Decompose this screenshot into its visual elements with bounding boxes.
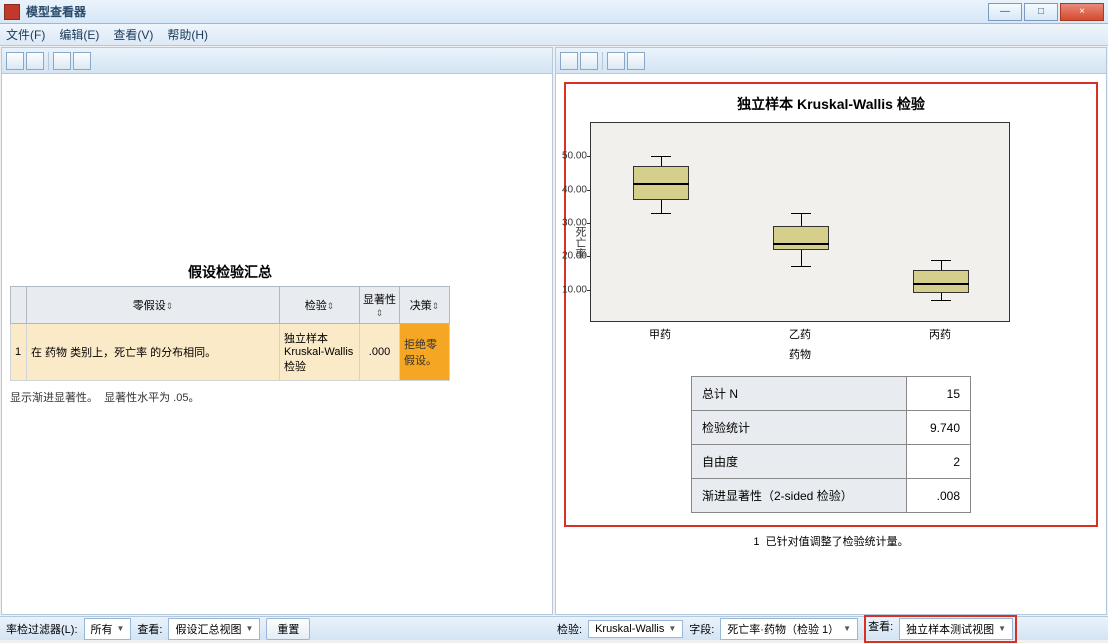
combo-field[interactable]: 死亡率·药物（检验 1）▼: [720, 618, 858, 640]
stat-label: 总计 N: [692, 377, 907, 411]
title-bar: 模型查看器 — □ ×: [0, 0, 1108, 24]
toolbar-icon[interactable]: [6, 52, 24, 70]
label-filter: 率检过滤器(L):: [6, 621, 78, 637]
toolbar-icon[interactable]: [560, 52, 578, 70]
chart-title: 独立样本 Kruskal-Wallis 检验: [570, 94, 1092, 114]
stat-value: 9.740: [907, 411, 971, 445]
y-tick-label: 10.00: [557, 284, 587, 295]
bottom-right-highlight: 查看: 独立样本测试视图▼: [864, 615, 1017, 643]
left-pane: 假设检验汇总 零假设⇕ 检验⇕ 显著性⇕ 决策⇕ 1 在 药物 类别上，死亡率 …: [1, 47, 553, 615]
reset-button[interactable]: 重置: [266, 618, 310, 640]
boxplot-box: [773, 226, 829, 249]
left-toolbar: [2, 48, 552, 74]
cell-decision: 拒绝零假设。: [400, 324, 450, 381]
x-tick-label: 乙药: [789, 326, 811, 342]
combo-view-left[interactable]: 假设汇总视图▼: [168, 618, 260, 640]
combo-view-right[interactable]: 独立样本测试视图▼: [899, 618, 1013, 640]
combo-test[interactable]: Kruskal-Wallis▼: [588, 620, 683, 638]
menu-bar: 文件(F) 编辑(E) 查看(V) 帮助(H): [0, 24, 1108, 46]
stat-label: 检验统计: [692, 411, 907, 445]
stat-value: 2: [907, 445, 971, 479]
x-axis-label: 药物: [590, 346, 1010, 362]
cell-null-hyp: 在 药物 类别上，死亡率 的分布相同。: [27, 324, 280, 381]
toolbar-icon[interactable]: [26, 52, 44, 70]
cell-index: 1: [11, 324, 27, 381]
y-tick-label: 30.00: [557, 218, 587, 229]
right-pane: 独立样本 Kruskal-Wallis 检验 死亡率 10.0020.0030.…: [555, 47, 1107, 615]
cell-sig: .000: [360, 324, 400, 381]
footnote: 显示渐进显著性。 显著性水平为 .05。: [10, 389, 450, 405]
col-sig[interactable]: 显著性⇕: [360, 287, 400, 324]
workspace: 假设检验汇总 零假设⇕ 检验⇕ 显著性⇕ 决策⇕ 1 在 药物 类别上，死亡率 …: [0, 46, 1108, 616]
window-buttons: — □ ×: [986, 3, 1104, 21]
bottom-bar: 率检过滤器(L): 所有▼ 查看: 假设汇总视图▼ 重置 检验: Kruskal…: [0, 616, 1108, 640]
window-title: 模型查看器: [26, 3, 986, 20]
app-icon: [4, 4, 20, 20]
combo-filter[interactable]: 所有▼: [84, 618, 132, 640]
table-row[interactable]: 1 在 药物 类别上，死亡率 的分布相同。 独立样本 Kruskal-Walli…: [11, 324, 450, 381]
stat-label: 自由度: [692, 445, 907, 479]
col-null-hyp[interactable]: 零假设⇕: [27, 287, 280, 324]
label-field: 字段:: [689, 621, 714, 637]
toolbar-icon[interactable]: [73, 52, 91, 70]
maximize-button[interactable]: □: [1024, 3, 1058, 21]
col-decision[interactable]: 决策⇕: [400, 287, 450, 324]
x-tick-label: 丙药: [929, 326, 951, 342]
chart-note: 1 已针对值调整了检验统计量。: [564, 533, 1098, 549]
boxplot-box: [913, 270, 969, 293]
y-tick-label: 50.00: [557, 151, 587, 162]
stats-table: 总计 N15检验统计9.740自由度2渐进显著性（2-sided 检验）.008: [691, 376, 971, 513]
chart-area: 死亡率 10.0020.0030.0040.0050.00 甲药乙药丙药 药物: [570, 122, 1092, 362]
toolbar-separator: [602, 52, 603, 70]
right-toolbar: [556, 48, 1106, 74]
menu-view[interactable]: 查看(V): [113, 26, 153, 43]
toolbar-icon[interactable]: [627, 52, 645, 70]
summary-title: 假设检验汇总: [10, 262, 450, 282]
minimize-button[interactable]: —: [988, 3, 1022, 21]
cell-test: 独立样本 Kruskal-Wallis 检验: [280, 324, 360, 381]
label-view: 查看:: [137, 621, 162, 637]
y-tick-label: 40.00: [557, 184, 587, 195]
y-tick-label: 20.00: [557, 251, 587, 262]
stat-label: 渐进显著性（2-sided 检验）: [692, 479, 907, 513]
toolbar-separator: [48, 52, 49, 70]
menu-edit[interactable]: 编辑(E): [59, 26, 99, 43]
bottom-left: 率检过滤器(L): 所有▼ 查看: 假设汇总视图▼ 重置: [6, 618, 551, 640]
left-body: 假设检验汇总 零假设⇕ 检验⇕ 显著性⇕ 决策⇕ 1 在 药物 类别上，死亡率 …: [2, 74, 552, 614]
x-tick-label: 甲药: [649, 326, 671, 342]
label-view-right: 查看:: [868, 618, 893, 640]
menu-help[interactable]: 帮助(H): [167, 26, 208, 43]
col-test[interactable]: 检验⇕: [280, 287, 360, 324]
x-labels: 甲药 乙药 丙药: [590, 326, 1010, 342]
summary-wrap: 假设检验汇总 零假设⇕ 检验⇕ 显著性⇕ 决策⇕ 1 在 药物 类别上，死亡率 …: [10, 262, 450, 405]
stat-value: .008: [907, 479, 971, 513]
right-body: 独立样本 Kruskal-Wallis 检验 死亡率 10.0020.0030.…: [556, 74, 1106, 614]
toolbar-icon[interactable]: [607, 52, 625, 70]
right-highlighted-region: 独立样本 Kruskal-Wallis 检验 死亡率 10.0020.0030.…: [564, 82, 1098, 527]
toolbar-icon[interactable]: [53, 52, 71, 70]
bottom-right: 检验: Kruskal-Wallis▼ 字段: 死亡率·药物（检验 1）▼ 查看…: [557, 615, 1102, 643]
label-test: 检验:: [557, 621, 582, 637]
boxplot-chart: 10.0020.0030.0040.0050.00: [590, 122, 1010, 322]
summary-table: 零假设⇕ 检验⇕ 显著性⇕ 决策⇕ 1 在 药物 类别上，死亡率 的分布相同。 …: [10, 286, 450, 381]
menu-file[interactable]: 文件(F): [6, 26, 45, 43]
stat-value: 15: [907, 377, 971, 411]
toolbar-icon[interactable]: [580, 52, 598, 70]
close-button[interactable]: ×: [1060, 3, 1104, 21]
col-index[interactable]: [11, 287, 27, 324]
